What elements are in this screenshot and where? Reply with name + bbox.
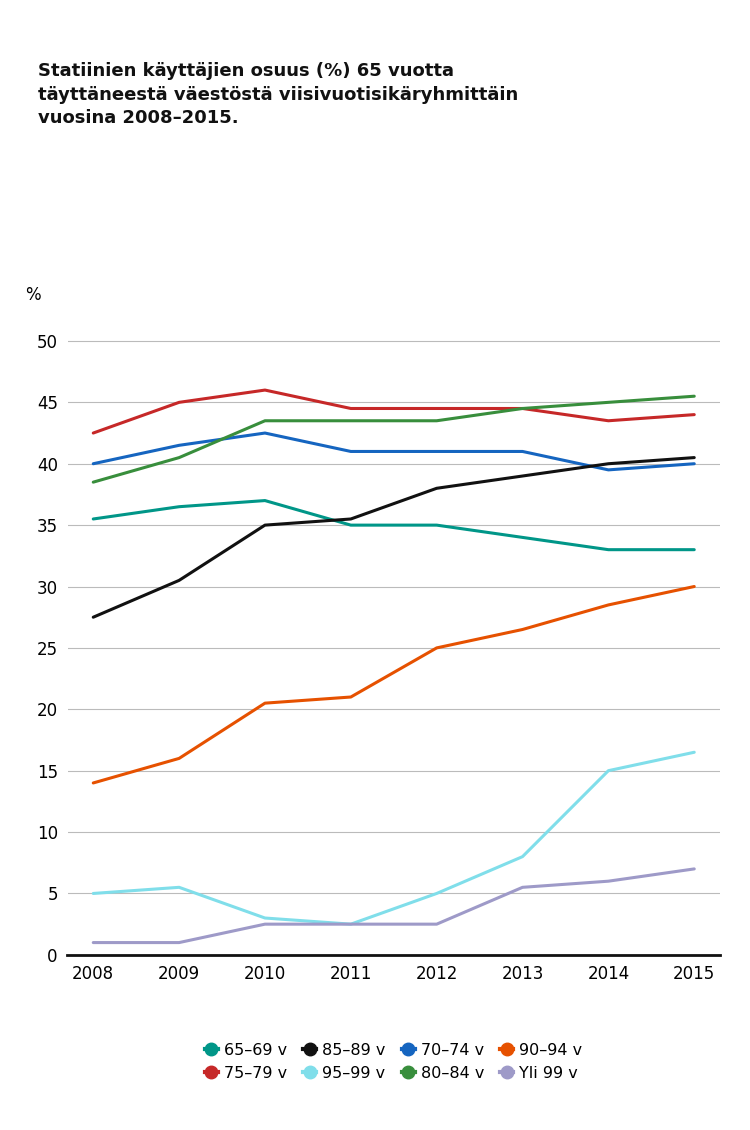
Legend: 65–69 v, 75–79 v, 85–89 v, 95–99 v, 70–74 v, 80–84 v, 90–94 v, Yli 99 v: 65–69 v, 75–79 v, 85–89 v, 95–99 v, 70–7… <box>199 1036 589 1087</box>
Text: KUVIO 2.: KUVIO 2. <box>13 16 117 35</box>
Text: Statiinien käyttäjien osuus (%) 65 vuotta
täyttäneestä väestöstä viisivuotisikär: Statiinien käyttäjien osuus (%) 65 vuott… <box>38 62 518 128</box>
Text: %: % <box>25 286 40 304</box>
